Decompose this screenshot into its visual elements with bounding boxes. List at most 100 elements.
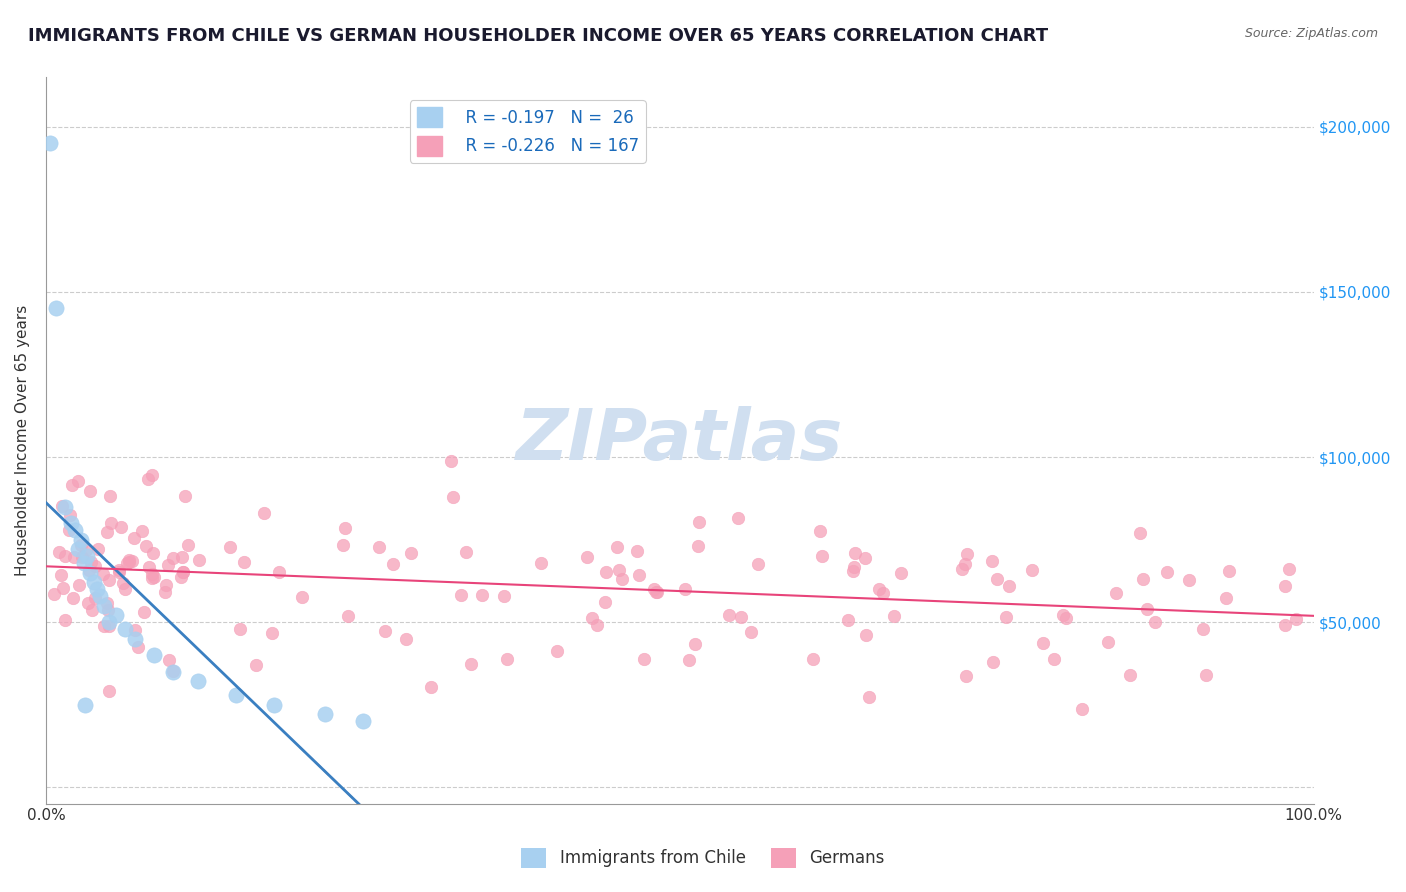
- Point: [170, 570, 193, 584]
- Point: [187, 674, 209, 689]
- Point: [374, 624, 396, 639]
- Point: [855, 628, 877, 642]
- Point: [118, 555, 141, 569]
- Point: [1132, 572, 1154, 586]
- Point: [471, 588, 494, 602]
- Point: [394, 632, 416, 646]
- Point: [127, 640, 149, 655]
- Point: [100, 516, 122, 530]
- Point: [1144, 615, 1167, 629]
- Point: [67, 578, 90, 592]
- Point: [60, 478, 83, 492]
- Point: [62, 591, 84, 605]
- Y-axis label: Householder Income Over 65 years: Householder Income Over 65 years: [15, 305, 30, 576]
- Point: [135, 539, 157, 553]
- Point: [48, 545, 70, 559]
- Point: [60, 516, 83, 530]
- Point: [1215, 591, 1237, 606]
- Point: [337, 609, 360, 624]
- Point: [811, 549, 834, 563]
- Point: [730, 609, 752, 624]
- Point: [83, 591, 105, 605]
- Point: [124, 623, 146, 637]
- Point: [643, 582, 665, 597]
- Point: [218, 540, 240, 554]
- Point: [260, 626, 283, 640]
- Point: [496, 652, 519, 666]
- Point: [91, 567, 114, 582]
- Point: [883, 609, 905, 624]
- Point: [87, 542, 110, 557]
- Point: [368, 541, 391, 555]
- Point: [104, 608, 127, 623]
- Point: [808, 524, 831, 538]
- Point: [86, 582, 108, 596]
- Point: [97, 573, 120, 587]
- Point: [606, 540, 628, 554]
- Point: [93, 619, 115, 633]
- Point: [955, 669, 977, 683]
- Point: [842, 564, 865, 578]
- Point: [872, 586, 894, 600]
- Point: [1097, 634, 1119, 648]
- Point: [269, 565, 291, 579]
- Point: [155, 578, 177, 592]
- Point: [97, 603, 120, 617]
- Point: [173, 489, 195, 503]
- Point: [141, 571, 163, 585]
- Point: [595, 566, 617, 580]
- Point: [98, 490, 121, 504]
- Point: [1129, 525, 1152, 540]
- Point: [460, 657, 482, 671]
- Point: [114, 622, 136, 636]
- Point: [53, 549, 76, 563]
- Point: [136, 471, 159, 485]
- Point: [38, 136, 60, 151]
- Point: [747, 558, 769, 572]
- Point: [142, 546, 165, 560]
- Point: [981, 554, 1004, 568]
- Point: [450, 588, 472, 602]
- Point: [627, 568, 650, 582]
- Point: [868, 582, 890, 596]
- Point: [162, 665, 184, 679]
- Point: [53, 500, 76, 514]
- Point: [314, 707, 336, 722]
- Point: [530, 556, 553, 570]
- Point: [172, 566, 194, 580]
- Point: [122, 531, 145, 545]
- Point: [63, 549, 86, 564]
- Point: [382, 557, 405, 571]
- Point: [132, 605, 155, 619]
- Point: [108, 563, 131, 577]
- Point: [1192, 622, 1215, 636]
- Point: [1119, 668, 1142, 682]
- Point: [688, 539, 710, 553]
- Point: [1043, 651, 1066, 665]
- Point: [51, 581, 73, 595]
- Point: [76, 549, 98, 563]
- Point: [59, 508, 82, 522]
- Point: [118, 553, 141, 567]
- Point: [84, 558, 107, 573]
- Point: [79, 483, 101, 498]
- Point: [717, 608, 740, 623]
- Point: [177, 538, 200, 552]
- Point: [1136, 602, 1159, 616]
- Point: [96, 525, 118, 540]
- Point: [110, 520, 132, 534]
- Point: [263, 698, 285, 712]
- Point: [333, 520, 356, 534]
- Point: [678, 653, 700, 667]
- Legend: Immigrants from Chile, Germans: Immigrants from Chile, Germans: [515, 841, 891, 875]
- Point: [45, 301, 67, 316]
- Point: [69, 538, 91, 552]
- Point: [121, 554, 143, 568]
- Point: [141, 468, 163, 483]
- Point: [162, 665, 184, 679]
- Point: [187, 553, 209, 567]
- Point: [454, 545, 477, 559]
- Point: [1021, 563, 1043, 577]
- Point: [141, 567, 163, 582]
- Point: [131, 524, 153, 538]
